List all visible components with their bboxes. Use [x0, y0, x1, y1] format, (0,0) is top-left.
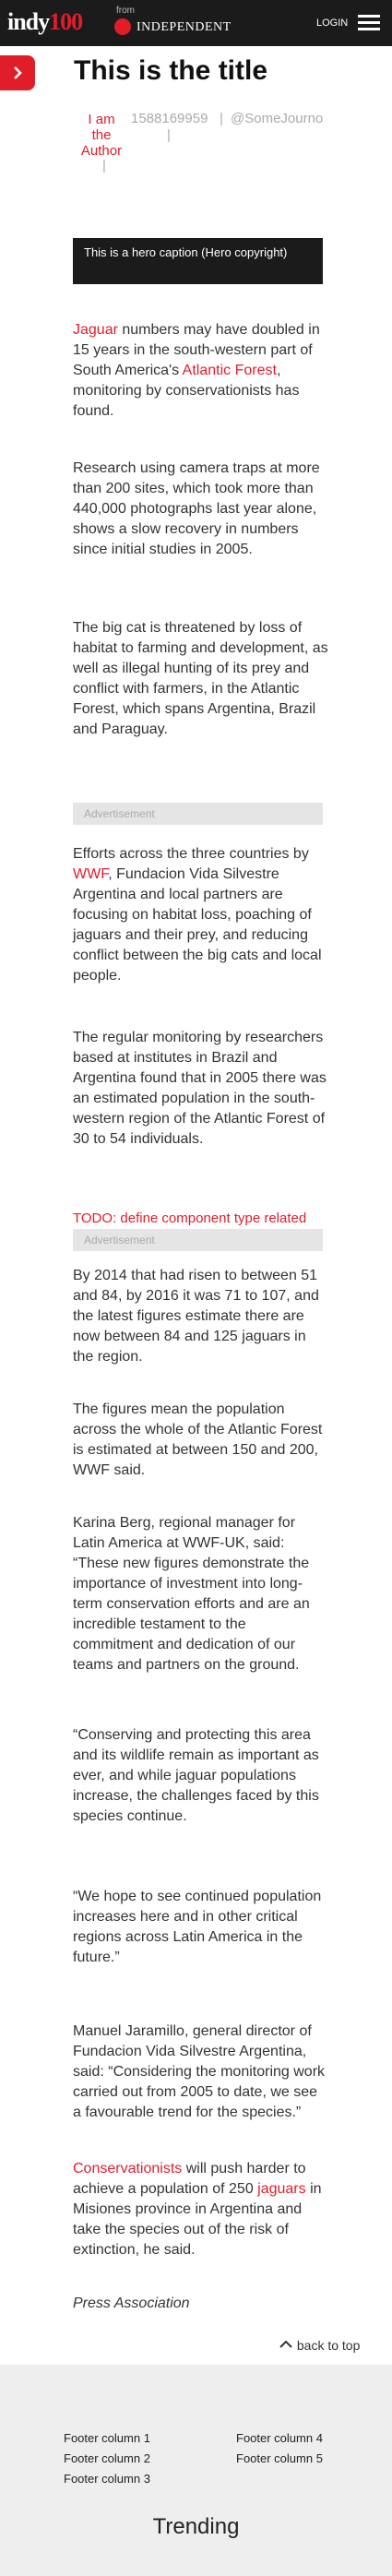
jaguar-link[interactable]: Jaguar [73, 322, 118, 338]
paragraph: Karina Berg, regional manager for Latin … [73, 1515, 310, 1673]
byline-separator: | [167, 127, 171, 143]
text: in Misiones province in Argentina and ta… [73, 2181, 322, 2258]
paragraph: Conservationists will push harder to ach… [73, 2159, 329, 2260]
byline-separator: | [102, 158, 106, 173]
paragraph: The regular monitoring by researchers ba… [73, 1030, 327, 1147]
twitter-handle[interactable]: @SomeJourno [231, 111, 324, 126]
chevron-right-icon [14, 66, 22, 79]
chevron-up-icon [279, 2340, 292, 2348]
conservationists-link[interactable]: Conservationists [73, 2161, 183, 2176]
text: will push harder to achieve a population… [73, 2161, 306, 2197]
article-credit: Press Association [73, 2296, 190, 2311]
author-link[interactable]: I am the Author [77, 112, 125, 159]
author-line: the [91, 127, 112, 143]
paragraph: Jaguar numbers may have doubled in 15 ye… [73, 320, 329, 422]
top-bar: indy100 from INDEPENDENT LOGIN [0, 0, 392, 46]
advertisement-slot: Advertisement [73, 1229, 323, 1251]
paragraph: “We hope to see continued population inc… [73, 1889, 322, 1965]
text: , Fundacion Vida Silvestre Argentina and… [73, 866, 322, 984]
footer-column-1[interactable]: Footer column 1 [64, 2431, 150, 2445]
logo-main: indy [7, 8, 50, 35]
trending-heading: Trending [152, 2514, 240, 2539]
from-label: from [116, 6, 135, 16]
footer: Footer column 1 Footer column 2 Footer c… [0, 2365, 392, 2576]
login-link[interactable]: LOGIN [316, 18, 349, 29]
paragraph: Efforts across the three countries by WW… [73, 844, 329, 986]
author-line: Author [80, 143, 123, 159]
footer-column-4[interactable]: Footer column 4 [236, 2431, 323, 2445]
byline-separator: | [220, 111, 223, 126]
paragraph: “Conserving and protecting this area and… [73, 1727, 319, 1824]
paragraph: Manuel Jaramillo, general director of Fu… [73, 2023, 326, 2120]
jaguars-link[interactable]: jaguars [257, 2181, 306, 2197]
paragraph: By 2014 that had risen to between 51 and… [73, 1268, 319, 1365]
timestamp: 1588169959 [131, 111, 208, 126]
back-to-top-label: back to top [296, 2338, 361, 2353]
advertisement-slot: Advertisement [73, 803, 323, 825]
back-to-top-link[interactable]: back to top [279, 2338, 360, 2353]
paragraph: Research using camera traps at more than… [73, 460, 320, 557]
wwf-link[interactable]: WWF [73, 866, 109, 882]
atlantic-forest-link[interactable]: Atlantic Forest [182, 363, 277, 378]
indy100-logo[interactable]: indy100 [7, 8, 83, 36]
paragraph: The figures mean the population across t… [73, 1401, 323, 1478]
todo-placeholder: TODO: define component type related [73, 1210, 307, 1226]
text: numbers may have doubled in 15 years in … [73, 322, 320, 378]
paragraph: The big cat is threatened by loss of hab… [73, 620, 328, 737]
independent-eagle-icon [114, 18, 131, 35]
text: Efforts across the three countries by [73, 846, 309, 862]
article-title: This is the title [74, 55, 268, 86]
side-expand-tab[interactable] [0, 55, 35, 90]
footer-column-5[interactable]: Footer column 5 [236, 2451, 323, 2465]
hero-caption: This is a hero caption (Hero copyright) [73, 238, 323, 284]
author-line: I am [88, 112, 115, 127]
footer-column-2[interactable]: Footer column 2 [64, 2451, 150, 2465]
logo-number: 100 [49, 8, 83, 35]
hamburger-menu-icon[interactable] [358, 15, 380, 31]
footer-column-3[interactable]: Footer column 3 [64, 2472, 150, 2486]
text: , monitoring by conservationists has fou… [73, 363, 300, 419]
independent-logo-text[interactable]: INDEPENDENT [137, 20, 232, 34]
